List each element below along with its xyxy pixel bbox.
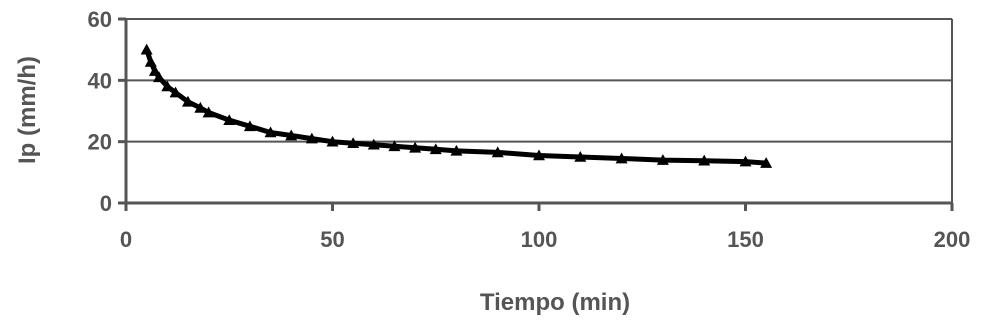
- data-point-7: [194, 101, 207, 113]
- data-point-25: [656, 154, 669, 165]
- data-point-21: [491, 146, 504, 158]
- data-point-18: [409, 141, 422, 153]
- data-point-20: [450, 144, 463, 156]
- gridlines: [126, 18, 952, 143]
- data-point-27: [739, 155, 752, 167]
- x-axis-title: Tiempo (min): [480, 289, 630, 316]
- data-point-28: [760, 157, 773, 168]
- data-point-17: [388, 140, 401, 152]
- data-point-19: [429, 143, 442, 155]
- x-tick-label-0: 0: [120, 227, 132, 252]
- data-point-5: [169, 86, 182, 98]
- y-tick-label-60: 60: [88, 7, 112, 32]
- x-tick-label-150: 150: [727, 227, 764, 252]
- data-point-1: [144, 55, 157, 67]
- data-point-24: [615, 152, 628, 164]
- data-point-13: [305, 132, 318, 144]
- data-point-8: [202, 106, 215, 118]
- data-point-22: [533, 149, 545, 161]
- axes: [118, 17, 954, 211]
- data-point-6: [181, 95, 194, 107]
- x-tick-label-50: 50: [320, 227, 344, 252]
- y-tick-label-20: 20: [88, 130, 112, 155]
- data-point-12: [285, 129, 298, 141]
- data-point-0: [140, 43, 153, 55]
- y-tick-label-40: 40: [88, 68, 112, 93]
- data-point-23: [574, 151, 587, 162]
- data-point-10: [243, 120, 256, 132]
- tick-labels: 0 20 40 60 0 50 100 150 200: [88, 7, 971, 252]
- data-point-9: [223, 114, 236, 125]
- data-point-16: [367, 138, 380, 150]
- series-layer: [140, 43, 773, 168]
- data-point-14: [326, 135, 339, 147]
- y-tick-label-0: 0: [100, 191, 112, 216]
- data-point-4: [161, 80, 174, 92]
- data-point-26: [698, 154, 711, 166]
- x-tick-label-100: 100: [521, 227, 558, 252]
- x-tick-label-200: 200: [934, 227, 971, 252]
- data-point-11: [264, 126, 277, 138]
- y-axis-title: Ip (mm/h): [14, 56, 41, 164]
- data-point-2: [148, 65, 161, 76]
- data-point-3: [153, 71, 166, 83]
- data-point-15: [347, 137, 360, 148]
